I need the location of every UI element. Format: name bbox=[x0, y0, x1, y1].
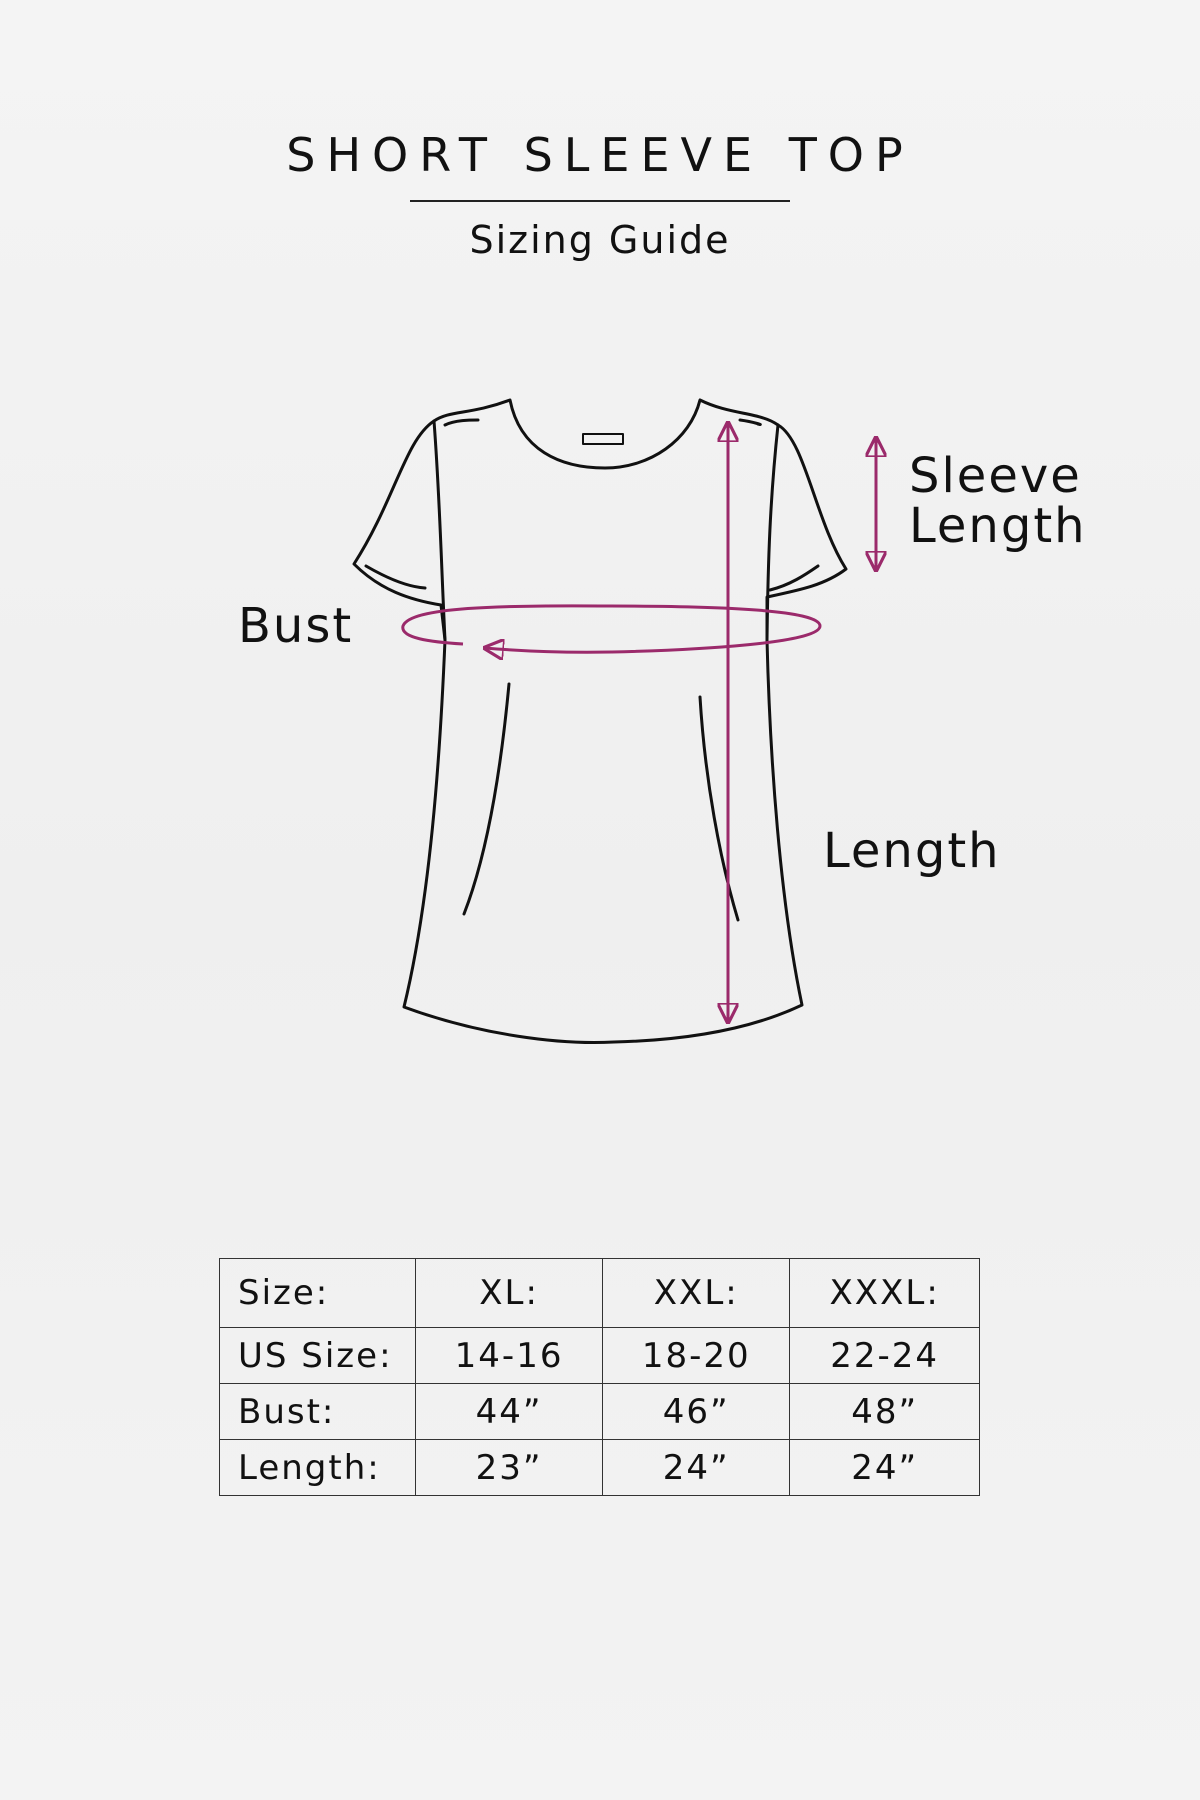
measurement-markers bbox=[401, 423, 876, 1022]
sleeve-label-line1: Sleeve bbox=[909, 448, 1082, 504]
size-table: Size: XL: XXL: XXXL: US Size: 14-16 18-2… bbox=[219, 1258, 980, 1496]
table-cell: XL: bbox=[414, 1258, 604, 1328]
table-header-row: Size: XL: XXL: XXXL: bbox=[219, 1258, 980, 1328]
table-row: Length: 23” 24” 24” bbox=[219, 1439, 980, 1496]
bust-label: Bust bbox=[238, 598, 354, 654]
page-subtitle: Sizing Guide bbox=[469, 218, 731, 262]
table-cell: 46” bbox=[602, 1383, 791, 1440]
table-cell: XXXL: bbox=[789, 1258, 980, 1328]
table-cell: 14-16 bbox=[414, 1327, 604, 1384]
table-cell: US Size: bbox=[219, 1327, 416, 1384]
table-row: US Size: 14-16 18-20 22-24 bbox=[219, 1327, 980, 1384]
table-cell: Size: bbox=[219, 1258, 416, 1328]
table-cell: 23” bbox=[414, 1439, 604, 1496]
length-label: Length bbox=[823, 823, 1001, 879]
page-title: SHORT SLEEVE TOP bbox=[286, 128, 914, 182]
table-row: Bust: 44” 46” 48” bbox=[219, 1383, 980, 1440]
table-cell: 24” bbox=[789, 1439, 980, 1496]
table-cell: 44” bbox=[414, 1383, 604, 1440]
table-cell: Length: bbox=[219, 1439, 416, 1496]
table-cell: 18-20 bbox=[602, 1327, 791, 1384]
title-divider bbox=[410, 200, 790, 202]
table-cell: XXL: bbox=[602, 1258, 791, 1328]
table-cell: Bust: bbox=[219, 1383, 416, 1440]
bust-arrow bbox=[401, 604, 822, 652]
sleeve-label-line2: Length bbox=[909, 498, 1087, 554]
table-cell: 24” bbox=[602, 1439, 791, 1496]
shirt-outline bbox=[352, 398, 848, 1044]
table-cell: 48” bbox=[789, 1383, 980, 1440]
table-cell: 22-24 bbox=[789, 1327, 980, 1384]
